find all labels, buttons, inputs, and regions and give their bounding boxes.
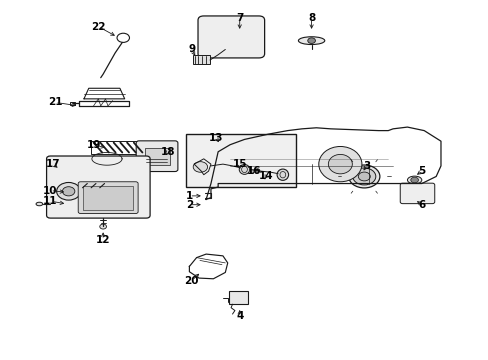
Circle shape — [57, 183, 81, 200]
Ellipse shape — [348, 165, 379, 188]
Text: 1: 1 — [185, 191, 193, 201]
Ellipse shape — [407, 176, 421, 184]
Text: 16: 16 — [246, 166, 261, 176]
Ellipse shape — [36, 202, 42, 206]
Text: 14: 14 — [258, 171, 273, 181]
Bar — [193, 55, 209, 64]
Text: 9: 9 — [188, 45, 195, 54]
Circle shape — [255, 169, 259, 172]
FancyBboxPatch shape — [399, 183, 434, 204]
Bar — [144, 148, 169, 165]
Bar — [83, 186, 133, 210]
Text: 13: 13 — [208, 133, 223, 143]
Ellipse shape — [239, 165, 249, 174]
Text: 8: 8 — [307, 13, 315, 23]
FancyBboxPatch shape — [136, 141, 178, 171]
FancyBboxPatch shape — [46, 156, 150, 218]
Circle shape — [59, 166, 64, 170]
Ellipse shape — [277, 169, 288, 180]
Text: 5: 5 — [417, 166, 425, 176]
Text: 3: 3 — [362, 161, 369, 171]
Text: 19: 19 — [86, 140, 101, 150]
Text: 7: 7 — [236, 13, 243, 23]
Ellipse shape — [358, 172, 369, 181]
Text: 6: 6 — [417, 200, 425, 210]
Bar — [70, 102, 75, 104]
Text: 15: 15 — [232, 159, 246, 169]
Text: 17: 17 — [45, 159, 60, 169]
Circle shape — [52, 161, 71, 175]
Circle shape — [307, 38, 315, 44]
Bar — [229, 291, 248, 304]
Text: 21: 21 — [48, 98, 62, 107]
Text: 18: 18 — [160, 147, 175, 157]
Text: 22: 22 — [91, 22, 105, 32]
Text: 11: 11 — [43, 196, 58, 206]
FancyBboxPatch shape — [78, 182, 138, 213]
Circle shape — [193, 162, 207, 172]
FancyBboxPatch shape — [198, 16, 264, 58]
Text: 4: 4 — [236, 311, 243, 321]
Ellipse shape — [352, 168, 375, 185]
Bar — [91, 141, 146, 154]
Circle shape — [57, 165, 66, 171]
Text: 12: 12 — [96, 235, 110, 245]
Ellipse shape — [298, 37, 324, 45]
Text: 20: 20 — [184, 275, 199, 285]
Ellipse shape — [327, 154, 351, 174]
Text: 10: 10 — [43, 186, 58, 195]
Text: 2: 2 — [185, 200, 193, 210]
Circle shape — [410, 177, 418, 183]
Circle shape — [100, 224, 106, 229]
Circle shape — [62, 187, 75, 196]
Bar — [185, 134, 296, 187]
Ellipse shape — [318, 147, 361, 182]
